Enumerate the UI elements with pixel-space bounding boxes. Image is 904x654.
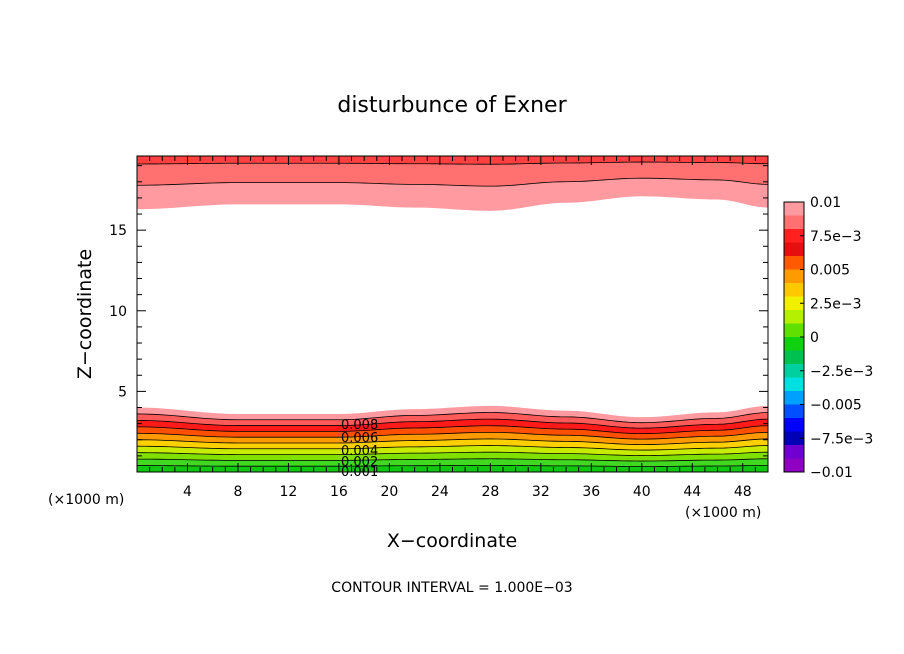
contour-fills (137, 156, 768, 472)
chart-title: disturbunce of Exner (337, 93, 567, 118)
colorbar-swatch (784, 431, 804, 446)
colorbar-swatch (784, 391, 804, 405)
x-tick-label: 24 (431, 484, 449, 500)
x-tick-label: 48 (734, 484, 752, 500)
colorbar: 0.01 7.5e−3 0.005 2.5e−3 0 −2.5e−3 −0.005 −7.5e… (783, 195, 873, 481)
colorbar-label: 2.5e−3 (810, 296, 862, 312)
contour-line-top-0 (137, 177, 768, 187)
colorbar-swatch (784, 296, 804, 311)
colorbar-label: −0.01 (810, 465, 853, 481)
contour-line-bottom-6 (137, 425, 768, 435)
y-axis-label: Z−coordinate (74, 249, 96, 379)
contour-line-bottom-5 (137, 431, 768, 440)
x-tick-label: 36 (582, 484, 600, 500)
colorbar-swatch (784, 256, 804, 270)
x-axis-ticks: 4 8 12 16 20 24 28 32 36 40 44 48 (136, 156, 769, 500)
contour-line-bottom-4 (137, 438, 768, 445)
colorbar-swatch (784, 350, 804, 365)
contour-line-bottom-3 (137, 445, 768, 451)
colorbar-swatch (784, 337, 804, 351)
contour-line-bottom-8 (137, 412, 768, 424)
contour-lines (137, 161, 768, 467)
colorbar-swatch (784, 404, 804, 419)
colorbar-label: 0.005 (810, 263, 850, 279)
contour-line-bottom-1 (137, 458, 768, 462)
x-tick-label: 12 (280, 484, 298, 500)
x-tick-label: 16 (330, 484, 348, 500)
contour-label-0.008: 0.008 (341, 418, 378, 433)
contour-line-top-1 (137, 161, 768, 165)
contour-line-bottom-2 (137, 451, 768, 456)
colorbar-label: 0.01 (810, 195, 841, 211)
x-tick-label: 28 (481, 484, 499, 500)
contour-label-0.006: 0.006 (341, 431, 378, 446)
contour-labels: 0.008 0.006 0.004 0.002 0.001 (341, 418, 378, 480)
x-tick-label: 4 (183, 484, 192, 500)
colorbar-swatch (784, 242, 804, 257)
colorbar-swatch (784, 377, 804, 392)
x-unit-label-right: (×1000 m) (685, 505, 761, 521)
colorbar-swatch (784, 418, 804, 432)
colorbar-swatch (784, 310, 804, 324)
contour-label-0.002: 0.002 (341, 455, 378, 470)
x-tick-label: 44 (683, 484, 701, 500)
contour-interval-note: CONTOUR INTERVAL = 1.000E−03 (331, 580, 572, 596)
colorbar-label: 7.5e−3 (810, 229, 862, 245)
colorbar-swatch (784, 323, 804, 338)
contour-line-bottom-0 (137, 464, 768, 467)
x-tick-label: 8 (233, 484, 242, 500)
colorbar-swatch (784, 229, 804, 243)
colorbar-swatch (784, 269, 804, 284)
colorbar-swatch (784, 215, 804, 230)
x-unit-label-left: (×1000 m) (48, 492, 124, 508)
colorbar-label: 0 (810, 330, 819, 346)
x-tick-label: 20 (380, 484, 398, 500)
colorbar-swatch (784, 445, 804, 459)
colorbar-label: −7.5e−3 (810, 431, 873, 447)
x-tick-label: 40 (633, 484, 651, 500)
colorbar-swatch (784, 364, 804, 378)
colorbar-label: −2.5e−3 (810, 364, 873, 380)
y-tick-label: 10 (109, 304, 127, 320)
y-tick-label: 15 (109, 223, 127, 239)
x-axis-label: X−coordinate (387, 530, 517, 552)
colorbar-swatch (784, 458, 804, 473)
colorbar-swatch (784, 202, 804, 216)
y-tick-label: 5 (118, 384, 127, 400)
contour-line-bottom-7 (137, 418, 768, 429)
colorbar-label: −0.005 (810, 398, 862, 414)
x-tick-label: 32 (532, 484, 550, 500)
contour-label-0.004: 0.004 (341, 444, 378, 459)
colorbar-swatch (784, 283, 804, 297)
y-axis-ticks: 5 10 15 (109, 165, 768, 457)
